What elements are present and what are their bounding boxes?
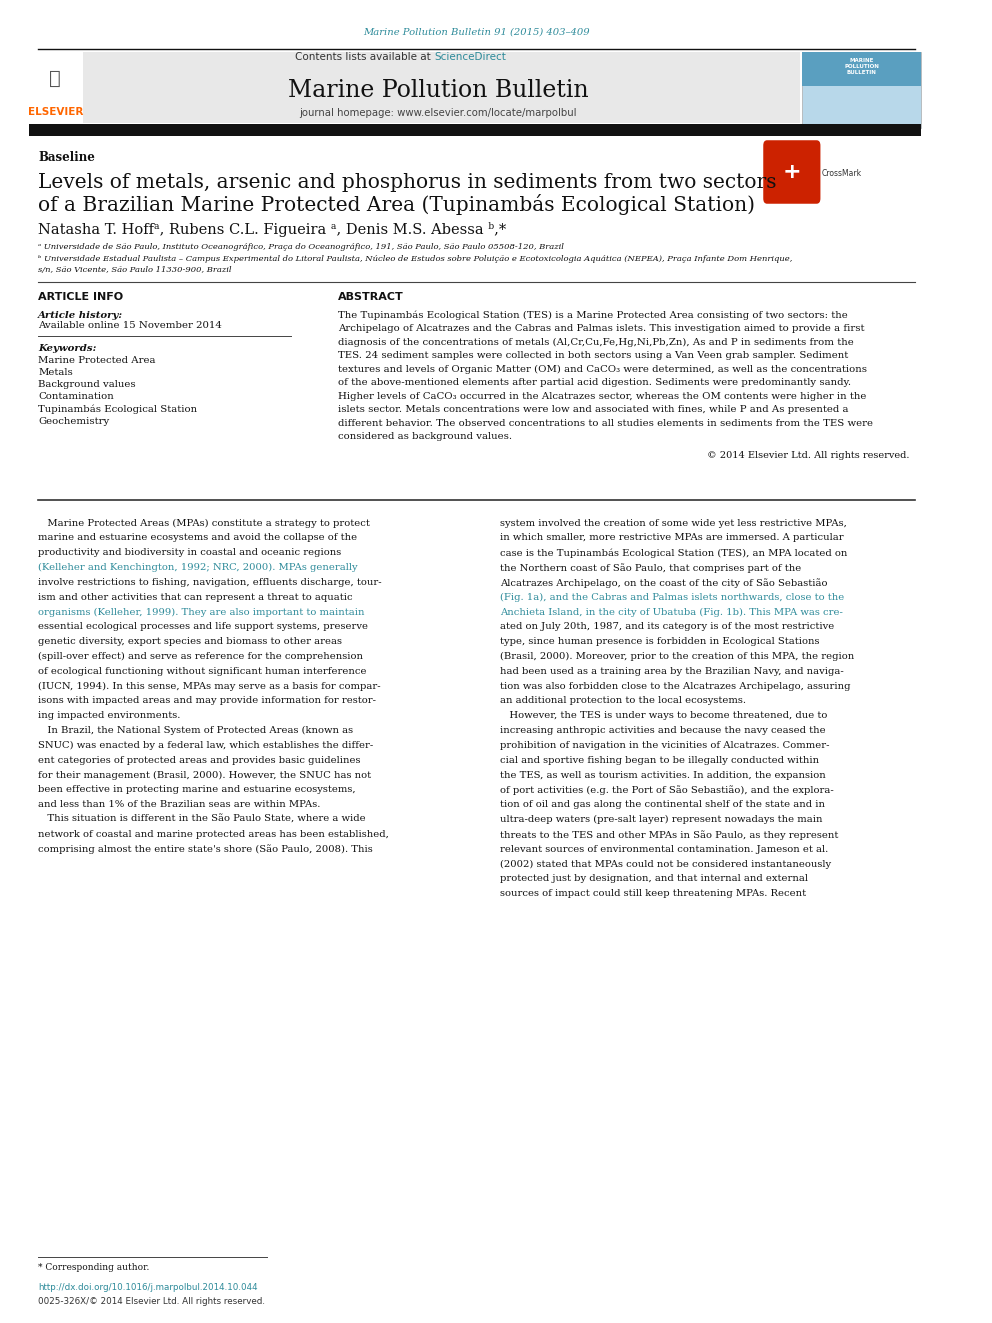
Text: Alcatrazes Archipelago, on the coast of the city of São Sebastião: Alcatrazes Archipelago, on the coast of … (500, 578, 827, 587)
Text: However, the TES is under ways to become threatened, due to: However, the TES is under ways to become… (500, 712, 827, 720)
Text: The Tupinambás Ecological Station (TES) is a Marine Protected Area consisting of: The Tupinambás Ecological Station (TES) … (338, 311, 848, 320)
Text: +: + (783, 161, 802, 183)
Text: Background values: Background values (38, 380, 136, 389)
Text: ing impacted environments.: ing impacted environments. (38, 712, 181, 720)
FancyBboxPatch shape (803, 52, 922, 128)
Text: * Corresponding author.: * Corresponding author. (38, 1263, 150, 1273)
Text: MARINE
POLLUTION
BULLETIN: MARINE POLLUTION BULLETIN (844, 58, 879, 75)
Text: islets sector. Metals concentrations were low and associated with fines, while P: islets sector. Metals concentrations wer… (338, 405, 849, 414)
Text: ated on July 20th, 1987, and its category is of the most restrictive: ated on July 20th, 1987, and its categor… (500, 622, 834, 631)
Text: isons with impacted areas and may provide information for restor-: isons with impacted areas and may provid… (38, 696, 376, 705)
Text: cial and sportive fishing began to be illegally conducted within: cial and sportive fishing began to be il… (500, 755, 819, 765)
Text: http://dx.doi.org/10.1016/j.marpolbul.2014.10.044: http://dx.doi.org/10.1016/j.marpolbul.20… (38, 1283, 258, 1293)
FancyBboxPatch shape (29, 124, 922, 136)
Text: threats to the TES and other MPAs in São Paulo, as they represent: threats to the TES and other MPAs in São… (500, 830, 838, 840)
Text: genetic diversity, export species and biomass to other areas: genetic diversity, export species and bi… (38, 638, 342, 646)
Text: network of coastal and marine protected areas has been established,: network of coastal and marine protected … (38, 830, 389, 839)
Text: (Kelleher and Kenchington, 1992; NRC, 2000). MPAs generally: (Kelleher and Kenchington, 1992; NRC, 20… (38, 564, 358, 572)
Text: the TES, as well as tourism activities. In addition, the expansion: the TES, as well as tourism activities. … (500, 770, 826, 779)
Text: of a Brazilian Marine Protected Area (Tupinambás Ecological Station): of a Brazilian Marine Protected Area (Tu… (38, 194, 755, 216)
FancyBboxPatch shape (29, 52, 83, 123)
Text: This situation is different in the São Paulo State, where a wide: This situation is different in the São P… (38, 815, 366, 824)
Text: ism and other activities that can represent a threat to aquatic: ism and other activities that can repres… (38, 593, 353, 602)
Text: an additional protection to the local ecosystems.: an additional protection to the local ec… (500, 696, 746, 705)
Text: essential ecological processes and life support systems, preserve: essential ecological processes and life … (38, 622, 368, 631)
Text: been effective in protecting marine and estuarine ecosystems,: been effective in protecting marine and … (38, 786, 356, 794)
Text: organisms (Kelleher, 1999). They are also important to maintain: organisms (Kelleher, 1999). They are als… (38, 607, 365, 617)
Text: had been used as a training area by the Brazilian Navy, and naviga-: had been used as a training area by the … (500, 667, 844, 676)
Text: Marine Pollution Bulletin: Marine Pollution Bulletin (288, 79, 588, 102)
Text: textures and levels of Organic Matter (OM) and CaCO₃ were determined, as well as: textures and levels of Organic Matter (O… (338, 365, 867, 374)
Text: case is the Tupinambás Ecological Station (TES), an MPA located on: case is the Tupinambás Ecological Statio… (500, 548, 847, 558)
Text: different behavior. The observed concentrations to all studies elements in sedim: different behavior. The observed concent… (338, 419, 873, 427)
Text: for their management (Brasil, 2000). However, the SNUC has not: for their management (Brasil, 2000). How… (38, 770, 371, 779)
Text: ABSTRACT: ABSTRACT (338, 292, 404, 303)
Text: sources of impact could still keep threatening MPAs. Recent: sources of impact could still keep threa… (500, 889, 806, 898)
Text: relevant sources of environmental contamination. Jameson et al.: relevant sources of environmental contam… (500, 844, 828, 853)
Text: (2002) stated that MPAs could not be considered instantaneously: (2002) stated that MPAs could not be con… (500, 860, 831, 868)
Text: system involved the creation of some wide yet less restrictive MPAs,: system involved the creation of some wid… (500, 519, 847, 528)
Text: tion was also forbidden close to the Alcatrazes Archipelago, assuring: tion was also forbidden close to the Alc… (500, 681, 851, 691)
Text: protected just by designation, and that internal and external: protected just by designation, and that … (500, 875, 808, 884)
Text: Marine Protected Areas (MPAs) constitute a strategy to protect: Marine Protected Areas (MPAs) constitute… (38, 519, 370, 528)
Text: s/n, São Vicente, São Paulo 11330-900, Brazil: s/n, São Vicente, São Paulo 11330-900, B… (38, 266, 231, 274)
Text: 🌲: 🌲 (50, 69, 62, 87)
Text: diagnosis of the concentrations of metals (Al,Cr,Cu,Fe,Hg,Ni,Pb,Zn), As and P in: diagnosis of the concentrations of metal… (338, 337, 854, 347)
FancyBboxPatch shape (81, 103, 801, 123)
Text: Contents lists available at: Contents lists available at (295, 52, 434, 62)
Text: Metals: Metals (38, 368, 72, 377)
Text: marine and estuarine ecosystems and avoid the collapse of the: marine and estuarine ecosystems and avoi… (38, 533, 357, 542)
Text: TES. 24 sediment samples were collected in both sectors using a Van Veen grab sa: TES. 24 sediment samples were collected … (338, 352, 848, 360)
Text: Contamination: Contamination (38, 393, 114, 401)
FancyBboxPatch shape (763, 140, 820, 204)
Text: Archipelago of Alcatrazes and the Cabras and Palmas islets. This investigation a: Archipelago of Alcatrazes and the Cabras… (338, 324, 865, 333)
Text: Natasha T. Hoffᵃ, Rubens C.L. Figueira ᵃ, Denis M.S. Abessa ᵇ,*: Natasha T. Hoffᵃ, Rubens C.L. Figueira ᵃ… (38, 222, 506, 237)
Text: Available online 15 November 2014: Available online 15 November 2014 (38, 321, 222, 331)
Text: ELSEVIER: ELSEVIER (28, 107, 83, 118)
Text: involve restrictions to fishing, navigation, effluents discharge, tour-: involve restrictions to fishing, navigat… (38, 578, 382, 587)
Text: Geochemistry: Geochemistry (38, 417, 109, 426)
Text: (Fig. 1a), and the Cabras and Palmas islets northwards, close to the: (Fig. 1a), and the Cabras and Palmas isl… (500, 593, 844, 602)
Text: ᵇ Universidade Estadual Paulista – Campus Experimental do Litoral Paulista, Núcl: ᵇ Universidade Estadual Paulista – Campu… (38, 255, 793, 263)
Text: Marine Protected Area: Marine Protected Area (38, 356, 156, 365)
Text: (Brasil, 2000). Moreover, prior to the creation of this MPA, the region: (Brasil, 2000). Moreover, prior to the c… (500, 652, 854, 662)
Text: in which smaller, more restrictive MPAs are immersed. A particular: in which smaller, more restrictive MPAs … (500, 533, 844, 542)
FancyBboxPatch shape (803, 52, 922, 86)
Text: tion of oil and gas along the continental shelf of the state and in: tion of oil and gas along the continenta… (500, 800, 825, 810)
Text: ScienceDirect: ScienceDirect (434, 52, 506, 62)
Text: SNUC) was enacted by a federal law, which establishes the differ-: SNUC) was enacted by a federal law, whic… (38, 741, 373, 750)
Text: comprising almost the entire state's shore (São Paulo, 2008). This: comprising almost the entire state's sho… (38, 844, 373, 855)
Text: (IUCN, 1994). In this sense, MPAs may serve as a basis for compar-: (IUCN, 1994). In this sense, MPAs may se… (38, 681, 381, 691)
Text: prohibition of navigation in the vicinities of Alcatrazes. Commer-: prohibition of navigation in the vicinit… (500, 741, 829, 750)
Text: 0025-326X/© 2014 Elsevier Ltd. All rights reserved.: 0025-326X/© 2014 Elsevier Ltd. All right… (38, 1297, 265, 1306)
Text: Marine Pollution Bulletin 91 (2015) 403–409: Marine Pollution Bulletin 91 (2015) 403–… (363, 28, 590, 37)
Text: journal homepage: www.elsevier.com/locate/marpolbul: journal homepage: www.elsevier.com/locat… (300, 108, 577, 118)
Text: of port activities (e.g. the Port of São Sebastião), and the explora-: of port activities (e.g. the Port of São… (500, 786, 834, 795)
Text: Article history:: Article history: (38, 311, 123, 320)
Text: increasing anthropic activities and because the navy ceased the: increasing anthropic activities and beca… (500, 726, 826, 736)
Text: ARTICLE INFO: ARTICLE INFO (38, 292, 123, 303)
Text: Levels of metals, arsenic and phosphorus in sediments from two sectors: Levels of metals, arsenic and phosphorus… (38, 173, 777, 192)
Text: considered as background values.: considered as background values. (338, 433, 513, 442)
Text: (spill-over effect) and serve as reference for the comprehension: (spill-over effect) and serve as referen… (38, 652, 363, 662)
Text: Baseline: Baseline (38, 151, 95, 164)
Text: Anchieta Island, in the city of Ubatuba (Fig. 1b). This MPA was cre-: Anchieta Island, in the city of Ubatuba … (500, 607, 843, 617)
Text: ent categories of protected areas and provides basic guidelines: ent categories of protected areas and pr… (38, 755, 361, 765)
Text: ultra-deep waters (pre-salt layer) represent nowadays the main: ultra-deep waters (pre-salt layer) repre… (500, 815, 822, 824)
Text: Keywords:: Keywords: (38, 344, 96, 353)
Text: the Northern coast of São Paulo, that comprises part of the: the Northern coast of São Paulo, that co… (500, 564, 802, 573)
Text: of the above-mentioned elements after partial acid digestion. Sediments were pre: of the above-mentioned elements after pa… (338, 378, 851, 388)
Text: type, since human presence is forbidden in Ecological Stations: type, since human presence is forbidden … (500, 638, 819, 646)
Text: ᵃ Universidade de São Paulo, Instituto Oceanográfico, Praça do Oceanográfico, 19: ᵃ Universidade de São Paulo, Instituto O… (38, 243, 564, 251)
Text: Higher levels of CaCO₃ occurred in the Alcatrazes sector, whereas the OM content: Higher levels of CaCO₃ occurred in the A… (338, 392, 867, 401)
Text: of ecological functioning without significant human interference: of ecological functioning without signif… (38, 667, 367, 676)
Text: CrossMark: CrossMark (821, 169, 861, 177)
Text: productivity and biodiversity in coastal and oceanic regions: productivity and biodiversity in coastal… (38, 548, 341, 557)
Text: © 2014 Elsevier Ltd. All rights reserved.: © 2014 Elsevier Ltd. All rights reserved… (707, 451, 910, 460)
Text: and less than 1% of the Brazilian seas are within MPAs.: and less than 1% of the Brazilian seas a… (38, 800, 320, 810)
Text: In Brazil, the National System of Protected Areas (known as: In Brazil, the National System of Protec… (38, 726, 353, 736)
Text: Tupinambás Ecological Station: Tupinambás Ecological Station (38, 405, 197, 414)
FancyBboxPatch shape (81, 52, 801, 123)
